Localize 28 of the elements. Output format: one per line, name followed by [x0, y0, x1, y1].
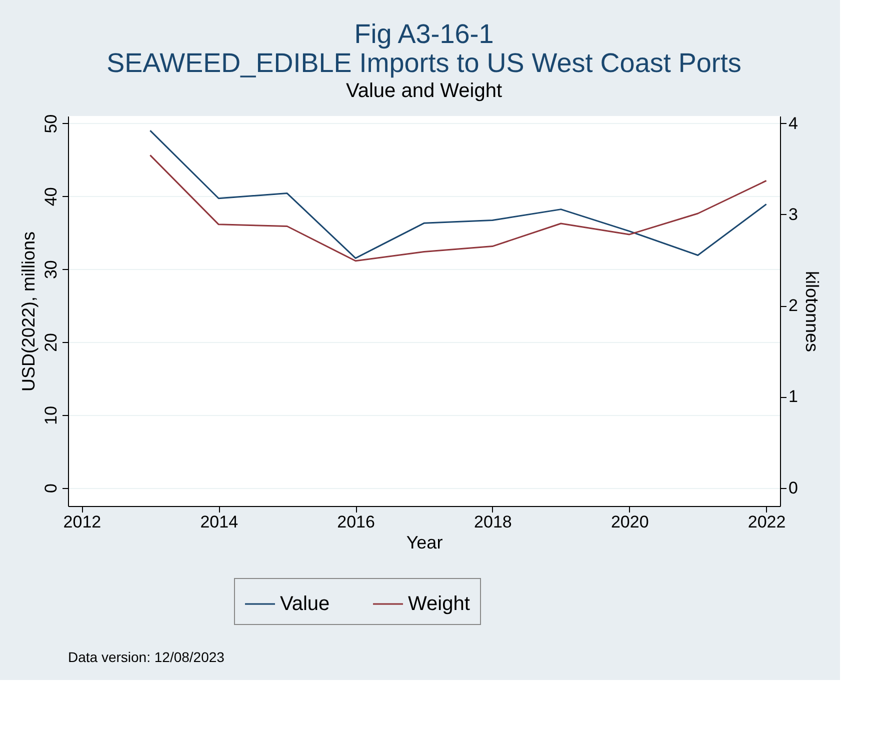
x-tick-label: 2016: [337, 512, 375, 532]
y2-tick-label: 1: [788, 387, 798, 406]
text: Data version: 12/08/2023: [68, 649, 225, 665]
y-tick-label: 30: [42, 260, 60, 280]
y-axis-title: USD(2022), millions: [18, 231, 38, 392]
line-series: [149, 130, 768, 259]
y2-tick-label: 2: [788, 296, 798, 316]
y2-tick-label: 0: [788, 478, 798, 498]
y-tick-label: 20: [42, 333, 60, 352]
x-tick-label: 2022: [748, 512, 786, 532]
x-axis-title: Year: [406, 532, 443, 552]
x-tick-label: 2012: [63, 512, 102, 532]
y-tick-label: 40: [42, 187, 60, 206]
line-series: [149, 154, 768, 262]
y2-tick-label: 4: [788, 114, 798, 133]
y-tick-label: 50: [42, 114, 60, 134]
y2-tick-label: 3: [788, 204, 798, 224]
x-tick-label: 2014: [200, 512, 238, 532]
text: Fig A3-16-1: [354, 18, 494, 49]
x-tick-label: 2018: [474, 512, 512, 532]
legend-label: Value: [280, 593, 330, 615]
text: SEAWEED_EDIBLE Imports to US West Coast Ports: [106, 48, 742, 78]
chart-subtitle: Value and Weight: [346, 80, 502, 102]
y-tick-label: 10: [42, 406, 60, 425]
legend-label: Weight: [408, 593, 470, 615]
y2-axis-title: kilotonnes: [802, 270, 822, 352]
x-tick-label: 2020: [610, 512, 649, 532]
y-tick-label: 0: [42, 484, 60, 494]
